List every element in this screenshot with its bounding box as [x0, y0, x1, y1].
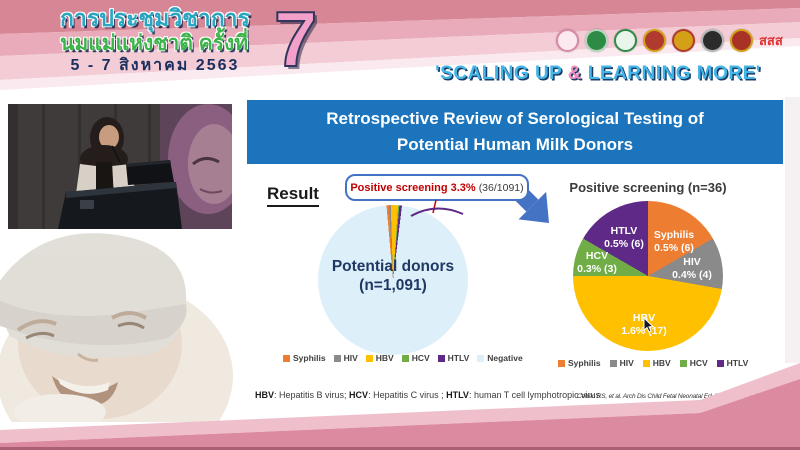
legend-swatch-hiv-icon — [609, 359, 617, 367]
legend-swatch-hcv-icon — [401, 354, 409, 362]
motto-ampersand: & — [567, 63, 583, 84]
right-margin-strip — [785, 97, 800, 363]
breastfeeding-foundation-logo-icon — [556, 29, 579, 52]
conference-motto: 'SCALING UP & LEARNING MORE' — [398, 63, 798, 85]
callout-detail: (36/1091) — [478, 181, 524, 194]
slice-label-htlv: HTLV 0.5% (6) — [604, 224, 644, 250]
conference-banner: การประชุมวิชาการ นมแม่แห่งชาติ ครั้งที่ … — [0, 0, 800, 97]
presentation-slide: Retrospective Review of Serological Test… — [245, 100, 785, 418]
slide-title: Retrospective Review of Serological Test… — [247, 100, 783, 164]
legend-item: HIV — [333, 353, 358, 363]
edition-number: 7 — [273, 0, 318, 84]
laptop-icon — [126, 160, 174, 185]
legend-swatch-hbv-icon — [642, 359, 650, 367]
banner-stripes — [0, 0, 800, 97]
podium — [58, 182, 182, 229]
motto-suffix: LEARNING MORE' — [582, 63, 761, 84]
pediatric-society-logo-icon — [701, 29, 724, 52]
positive-screening-callout: Positive screening 3.3% (36/1091) — [345, 174, 529, 201]
slice-label-hiv: HIV 0.4% (4) — [672, 255, 712, 281]
red-emblem-logo-icon — [730, 29, 753, 52]
potential-donors-label: Potential donors (n=1,091) — [318, 257, 468, 296]
legend-swatch-htlv-icon — [716, 359, 724, 367]
thai-health-promotion-logo: สสส — [759, 33, 783, 48]
legend-swatch-htlv-icon — [437, 354, 445, 362]
potential-donors-pie: Potential donors (n=1,091) — [318, 205, 468, 355]
callout-pointer — [410, 199, 464, 217]
slice-label-hcv: HCV 0.3% (3) — [577, 249, 617, 275]
legend-item: Syphilis — [558, 358, 601, 368]
citation: Cohen RS, et al. Arch Dis Child Fetal Ne… — [577, 393, 770, 400]
medical-council-logo-icon — [614, 29, 637, 52]
baby-photo — [0, 226, 246, 450]
motto-prefix: 'SCALING UP — [435, 63, 568, 84]
projection-screen — [160, 104, 248, 229]
legend-swatch-hiv-icon — [333, 354, 341, 362]
sponsor-logos: สสส — [556, 29, 783, 52]
conference-title-line2: นมแม่แห่งชาติ ครั้งที่ — [60, 32, 249, 56]
legend-item: HIV — [609, 358, 634, 368]
potential-donors-label-line2: (n=1,091) — [359, 277, 427, 295]
legend-item: Negative — [477, 353, 523, 363]
positive-screening-title: Positive screening (n=36) — [569, 180, 727, 195]
conference-title-line1: การประชุมวิชาการ — [60, 5, 250, 31]
potential-donors-label-line1: Potential donors — [331, 258, 455, 275]
royal-college-logo-icon — [672, 29, 695, 52]
callout-highlight: Positive screening 3.3% — [350, 181, 476, 194]
legend-swatch-syphilis-icon — [558, 359, 565, 367]
legend-item: HCV — [679, 358, 708, 368]
slice-label-syphilis: Syphilis 0.5% (6) — [653, 228, 695, 254]
legend-item: HCV — [401, 353, 430, 363]
slice-label-hbv: HBV 1.6% (17) — [621, 311, 667, 337]
abbreviation-footnote: HBV: Hepatitis B virus; HCV: Hepatitis C… — [255, 390, 601, 400]
conference-title: การประชุมวิชาการ นมแม่แห่งชาติ ครั้งที่ … — [60, 6, 250, 75]
presenter-video — [8, 104, 248, 229]
legend-item: HBV — [365, 353, 394, 363]
legend-item: HBV — [642, 358, 671, 368]
legend-swatch-negative-icon — [477, 354, 485, 362]
legend-swatch-hcv-icon — [679, 359, 687, 367]
legend-swatch-hbv-icon — [365, 354, 373, 362]
mouse-cursor-icon — [643, 318, 655, 333]
right-pie-legend: Syphilis HIV HBV HCV HTLV — [558, 358, 748, 368]
legend-item: HTLV — [716, 358, 748, 368]
result-label: Result — [267, 184, 319, 207]
legend-item: Syphilis — [283, 353, 326, 363]
university-crest-logo-icon — [643, 29, 666, 52]
legend-swatch-syphilis-icon — [283, 354, 290, 362]
conference-date: 5 - 7 สิงหาคม 2563 — [70, 57, 240, 75]
ministry-of-public-health-logo-icon — [585, 29, 608, 52]
left-pie-legend: Syphilis HIV HBV HCV HTLV Negative — [283, 353, 523, 363]
legend-item: HTLV — [437, 353, 469, 363]
